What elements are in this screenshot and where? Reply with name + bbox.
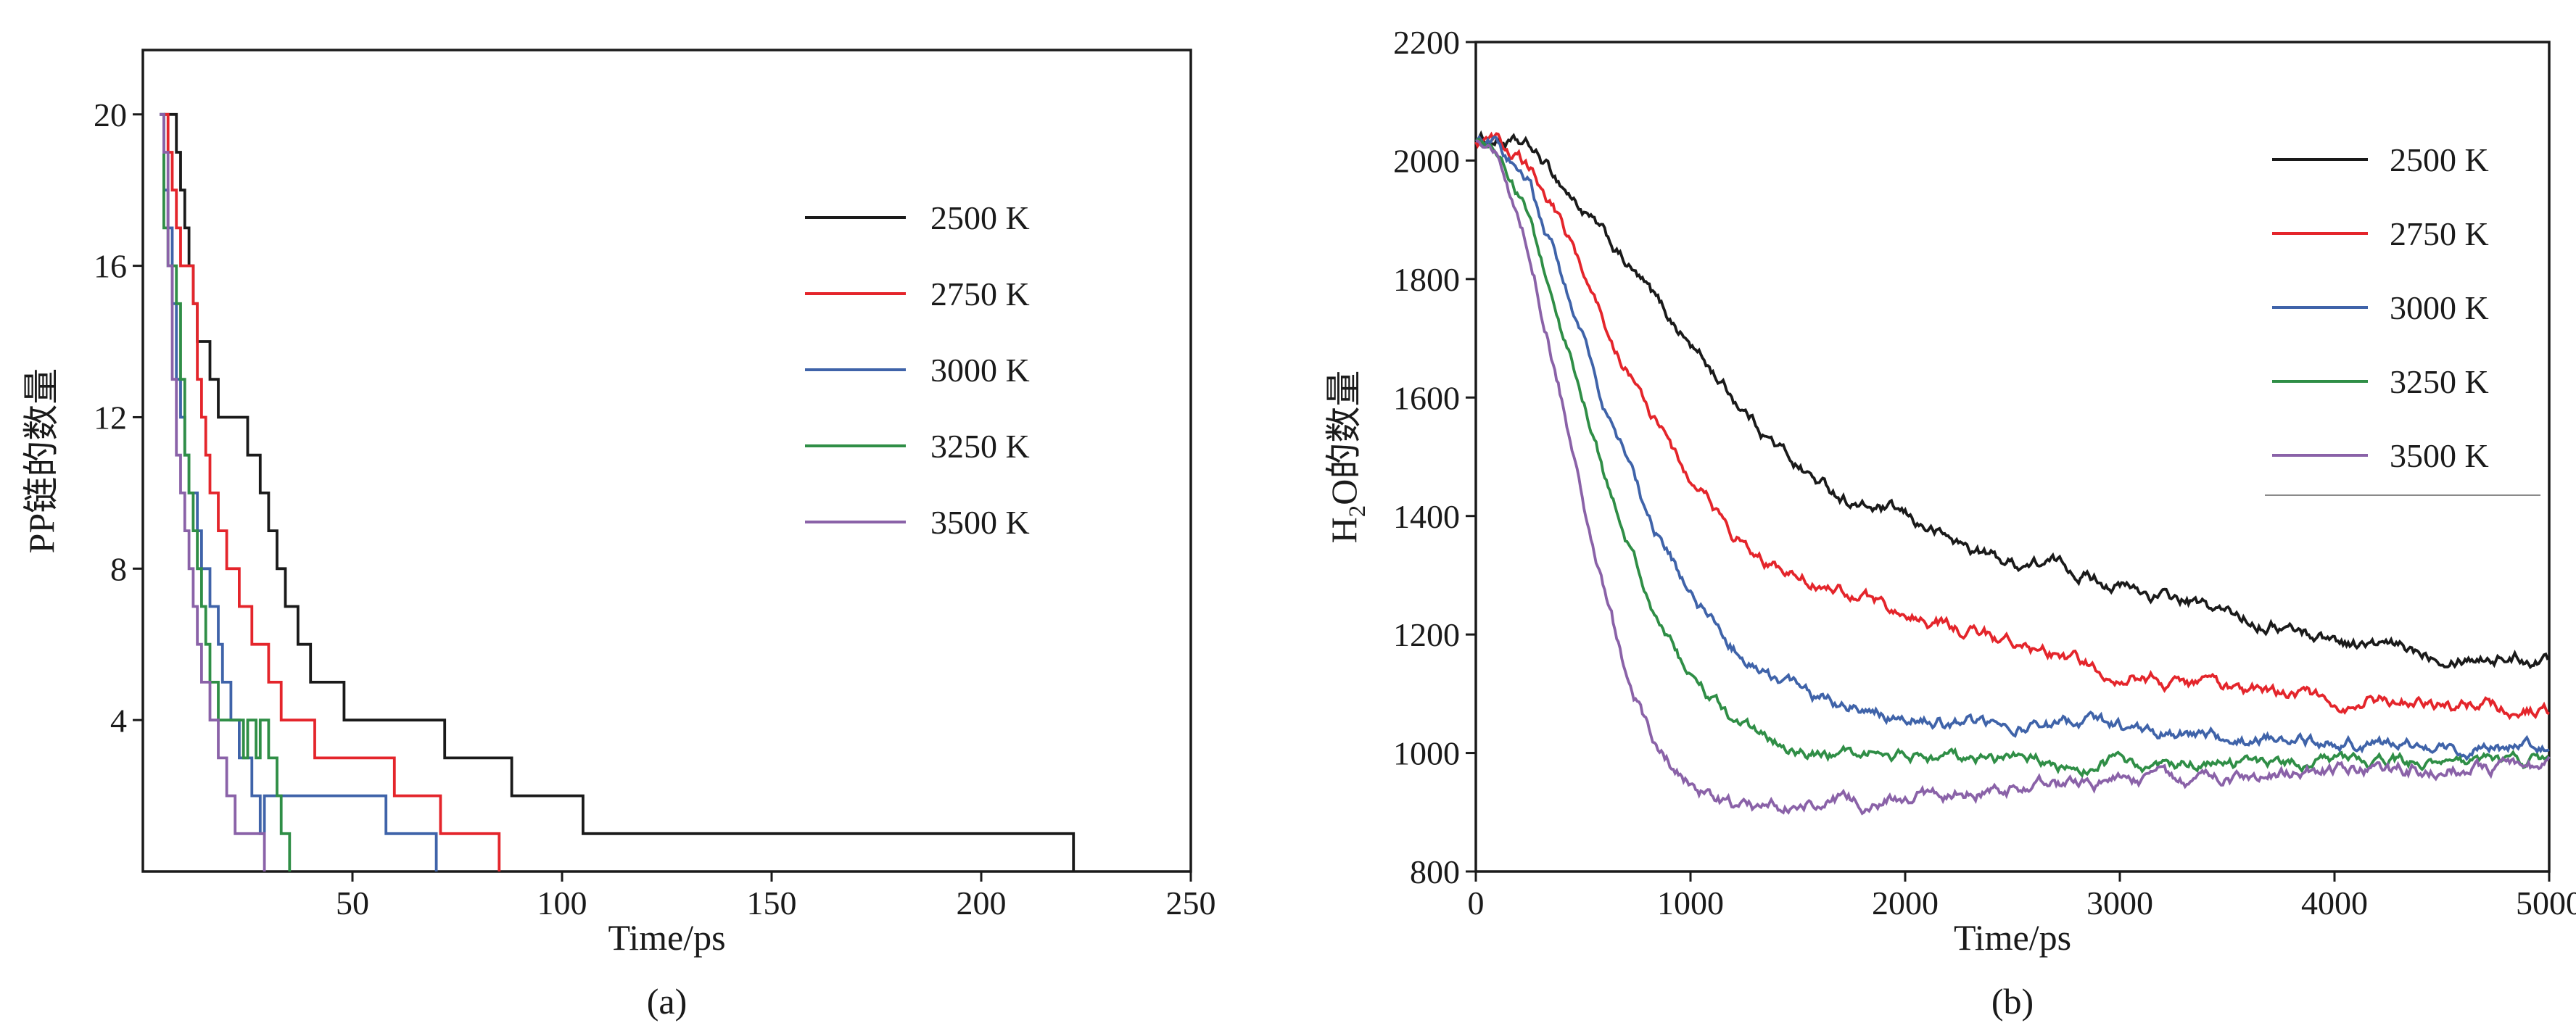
legend-label-2750-K: 2750 K [930,276,1030,312]
legend-label-3500-K: 3500 K [930,504,1030,541]
y-tick-label: 1600 [1393,379,1460,416]
legend-label-2500-K: 2500 K [2390,141,2489,178]
series-line-2750-K [163,112,501,871]
x-tick-label: 5000 [2516,885,2576,921]
y-axis-label: PP链的数量 [21,368,62,554]
chart-panel-b: 0 1000 2000 3000 4000 5000 800 1000 1200 1400 1600… [1276,0,2576,1023]
x-tick-label: 3000 [2086,885,2153,921]
x-tick-label: 1000 [1657,885,1724,921]
panel-label: (b) [1991,981,2034,1022]
legend-label-3250-K: 3250 K [930,428,1030,465]
y-tick-label: 8 [110,550,127,587]
y-axis-label: H2O的数量 [1324,370,1371,544]
y-tick-label: 4 [110,702,127,739]
legend-label-3000-K: 3000 K [930,352,1030,389]
y-tick-label: 2200 [1393,24,1460,61]
y-tick-label: 1800 [1393,261,1460,298]
plot-frame [1474,41,2551,873]
series-line-2500-K [163,112,1076,871]
x-tick-label: 2000 [1872,885,1939,921]
y-tick-label: 12 [94,399,127,436]
x-tick-label: 100 [537,885,587,921]
x-tick-label: 150 [747,885,797,921]
y-tick-label: 2000 [1393,143,1460,180]
series-line-3000-K [1475,134,2550,761]
x-axis-label: Time/ps [608,917,725,958]
y-tick-label: 1000 [1393,735,1460,772]
y-tick-label: 1400 [1393,498,1460,535]
series-line-2500-K [1474,130,2550,670]
panel-label: (a) [647,981,688,1022]
legend-label-3500-K: 3500 K [2390,437,2489,474]
series-line-3500-K [160,112,266,871]
y-tick-label: 1200 [1393,616,1460,653]
y-tick-label: 16 [94,248,127,285]
legend-label-2750-K: 2750 K [2390,215,2489,252]
legend-label-3000-K: 3000 K [2390,289,2489,326]
x-tick-label: 250 [1166,885,1216,921]
x-tick-label: 200 [957,885,1007,921]
x-tick-label: 50 [336,885,369,921]
y-tick-label: 20 [94,96,127,133]
legend-label-3250-K: 3250 K [2390,363,2489,400]
series-line-3500-K [1475,139,2551,816]
x-axis-label: Time/ps [1954,917,2071,958]
series-line-3250-K [1475,138,2551,779]
chart-panel-a: 50 100 150 200 250 4 8 12 16 20 Time/ps PP链的数量 2500 … [0,0,1276,1023]
series-line-3250-K [160,112,292,871]
legend-label-2500-K: 2500 K [930,199,1030,236]
chart-a-canvas: 50 100 150 200 250 4 8 12 16 20 Time/ps PP链的数量 2500 … [21,49,1216,1022]
x-tick-label: 0 [1468,885,1485,921]
plot-frame [141,49,1192,873]
series-line-2750-K [1474,131,2550,721]
chart-b-canvas: 0 1000 2000 3000 4000 5000 800 1000 1200 1400 1600… [1324,24,2576,1022]
x-tick-label: 4000 [2301,885,2368,921]
y-tick-label: 800 [1410,853,1460,890]
